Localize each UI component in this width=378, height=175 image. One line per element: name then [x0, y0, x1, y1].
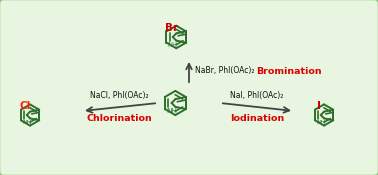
Text: I: I — [317, 101, 321, 111]
Text: Iodination: Iodination — [230, 114, 284, 123]
Text: NaBr, PhI(OAc)₂: NaBr, PhI(OAc)₂ — [195, 66, 254, 75]
Text: NH: NH — [166, 108, 177, 114]
Text: NH: NH — [316, 120, 325, 125]
Text: Bromination: Bromination — [256, 66, 322, 75]
Text: Br: Br — [164, 23, 178, 33]
Text: NH: NH — [22, 120, 31, 125]
Text: Cl: Cl — [20, 101, 31, 111]
Text: NaCl, PhI(OAc)₂: NaCl, PhI(OAc)₂ — [90, 91, 148, 100]
Text: NH: NH — [168, 42, 178, 48]
Text: Chlorination: Chlorination — [86, 114, 152, 123]
Text: NaI, PhI(OAc)₂: NaI, PhI(OAc)₂ — [230, 91, 284, 100]
